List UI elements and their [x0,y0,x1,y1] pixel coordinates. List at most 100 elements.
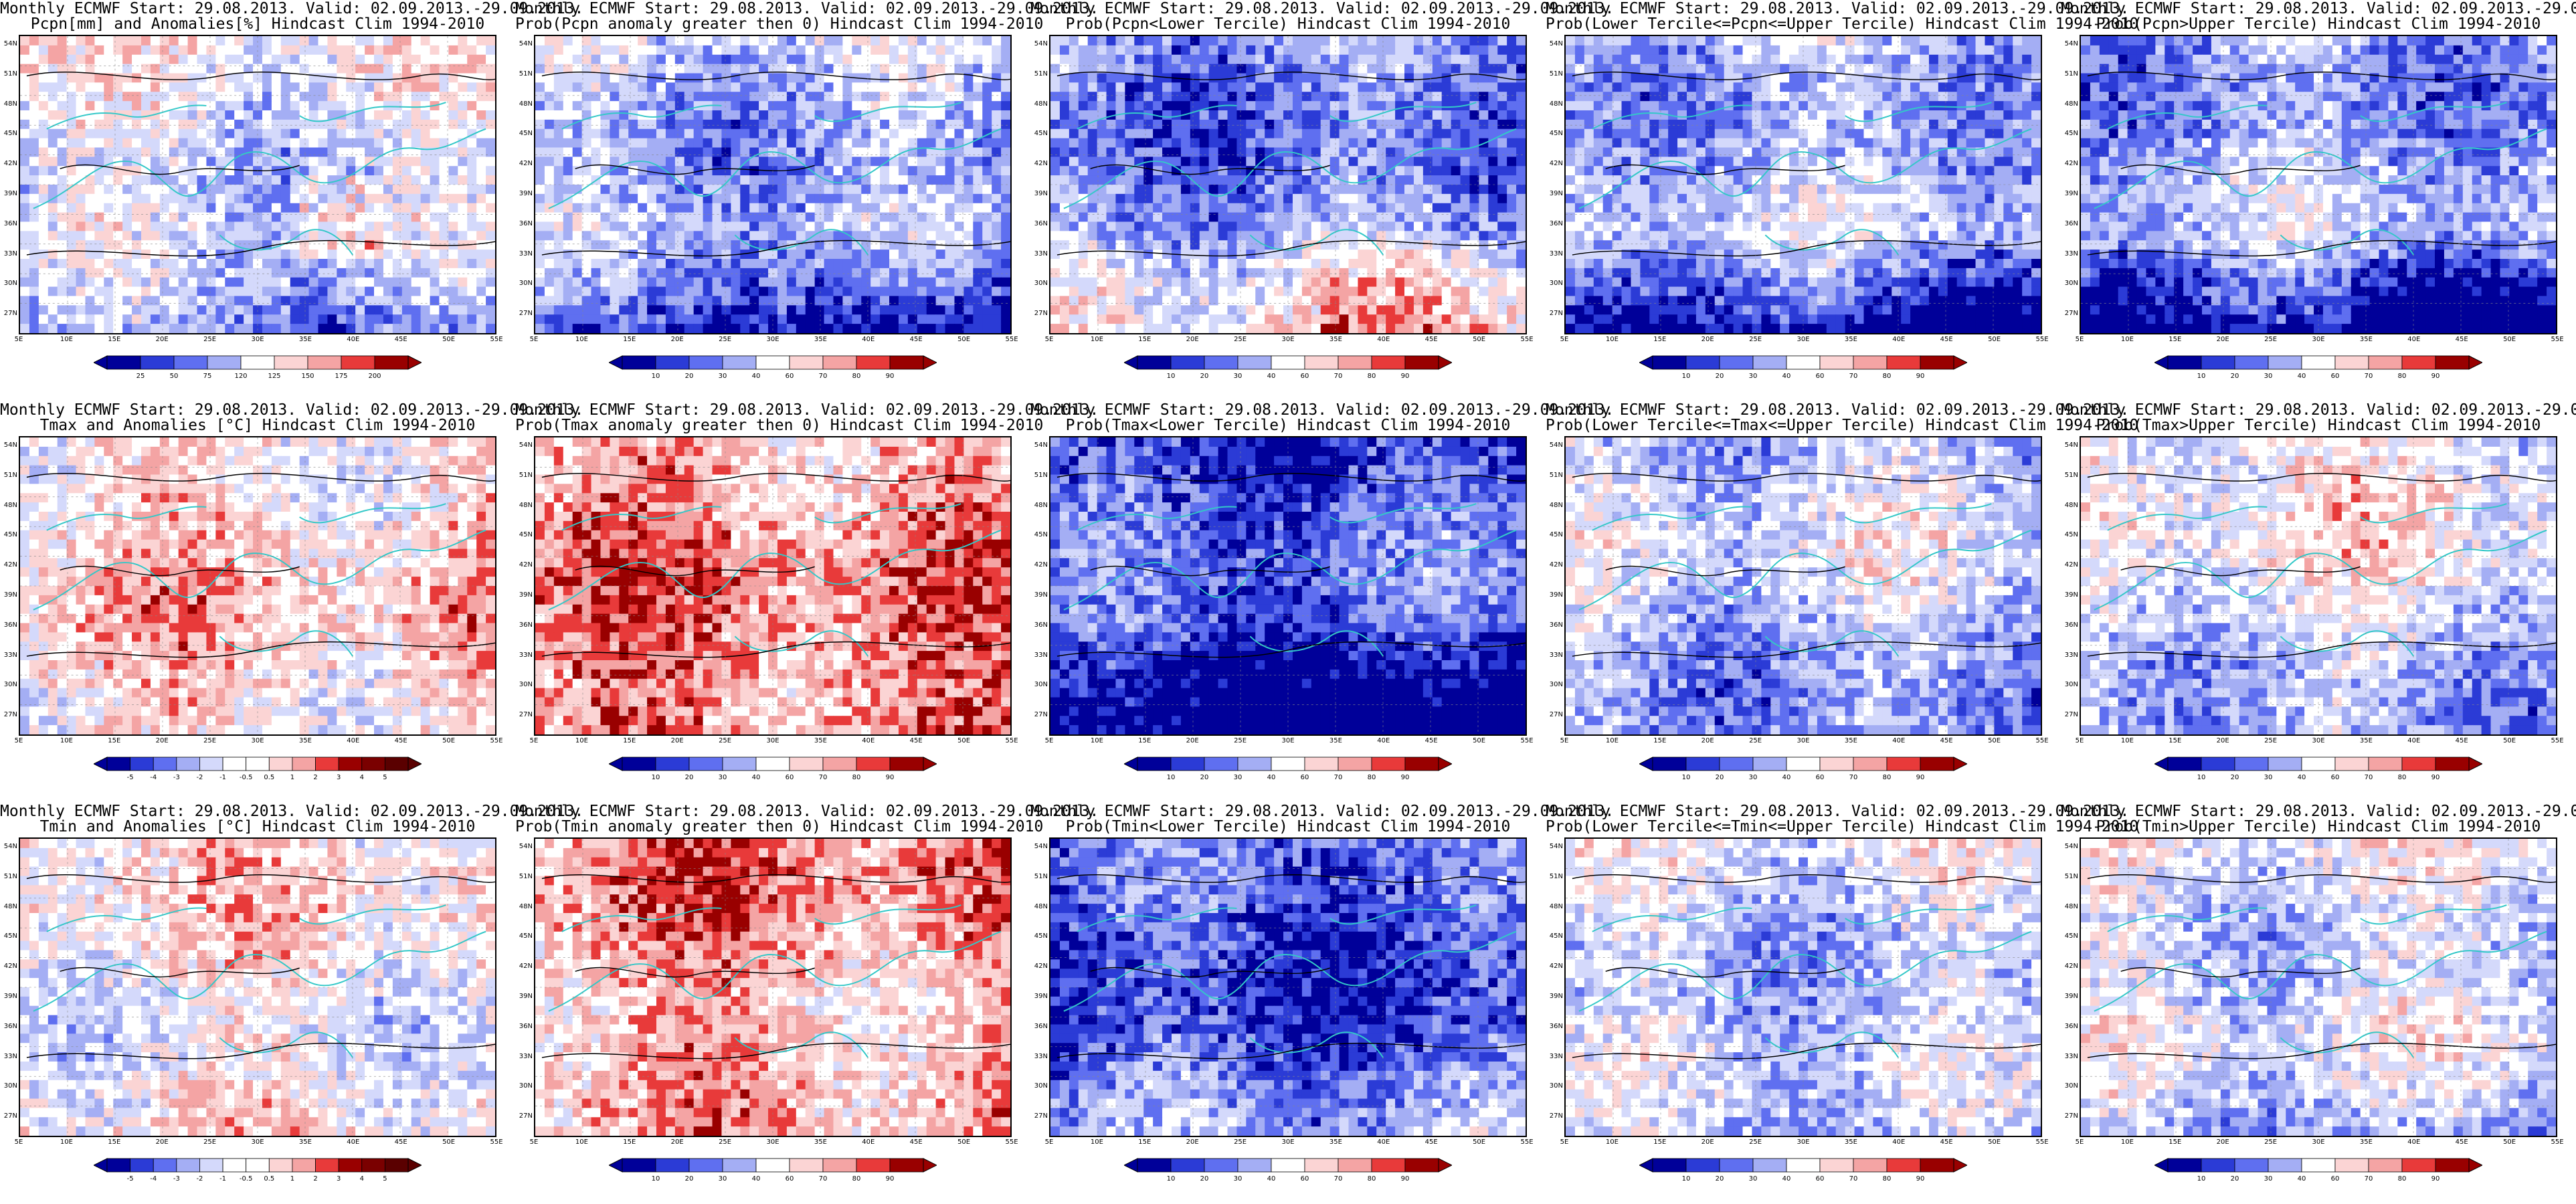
colorbar-swatch [1719,1158,1754,1173]
coastline [1063,904,1517,1058]
colorbar-label: 50 [164,373,184,380]
lon-tick-label: 35E [810,738,830,744]
lat-tick-label: 42N [517,562,533,569]
colorbar-swatch [889,757,924,771]
colorbar-label: -5 [120,775,141,781]
colorbar-label: 1 [282,775,302,781]
colorbar-arrow-right-icon [2468,355,2482,370]
lon-tick-label: 30E [763,1139,783,1146]
colorbar-swatch [1170,757,1205,771]
colorbar-label: 70 [1843,373,1863,380]
colorbar-swatch [1371,757,1406,771]
lon-tick-label: 40E [1374,738,1394,744]
colorbar-label: 2 [306,775,326,781]
lon-tick-label: 25E [715,1139,735,1146]
map-panel: Monthly ECMWF Start: 29.08.2013. Valid: … [2061,0,2576,401]
lat-tick-label: 48N [1,100,17,108]
lat-tick-label: 27N [517,310,533,317]
lon-tick-label: 55E [2032,1139,2052,1146]
lat-tick-label: 51N [1032,70,1048,78]
colorbar-arrow-left-icon [1639,355,1653,370]
lon-tick-label: 30E [2308,336,2328,343]
lon-tick-label: 55E [2547,738,2567,744]
map-field [1050,437,1526,734]
lat-tick-label: 33N [1,651,17,659]
lat-tick-label: 54N [517,41,533,47]
lat-tick-label: 48N [517,502,533,509]
lon-tick-label: 10E [2117,738,2137,744]
lon-tick-label: 25E [1230,738,1251,744]
colorbar-label: 20 [1710,1176,1730,1183]
colorbar-swatch [889,355,924,370]
lon-tick-label: 5E [1039,738,1059,744]
lat-tick-label: 48N [517,100,533,108]
colorbar-swatch [2401,355,2436,370]
lon-tick-label: 45E [391,336,411,343]
colorbar-arrow-right-icon [923,1158,937,1173]
map-field [1566,36,2041,333]
coastline [548,102,1002,256]
map-field [20,437,495,734]
panel-title-line1: Monthly ECMWF Start: 29.08.2013. Valid: … [1546,403,2129,418]
contour-lines [26,72,495,257]
colorbar-swatch [1404,757,1439,771]
contour-lines [1056,473,1526,658]
colorbar-swatch [1920,1158,1954,1173]
lat-tick-label: 39N [1,993,17,1000]
colorbar: 10 20 30 40 60 70 80 90 [2154,1157,2482,1196]
panel-title-line2: Prob(Pcpn anomaly greater then 0) Hindca… [515,17,1043,32]
colorbar-swatches [1639,355,1967,370]
colorbar-label: 10 [2191,1176,2211,1183]
lon-tick-label: 50E [1985,738,2005,744]
lon-tick-label: 55E [1002,1139,1022,1146]
lat-tick-label: 45N [2062,933,2078,940]
colorbar-swatch [222,757,247,771]
colorbar-swatch [822,757,857,771]
colorbar-swatch [1137,355,1172,370]
contour-lines [1056,72,1526,257]
colorbar: 10 20 30 40 60 70 80 90 [1639,756,1967,795]
lon-tick-label: 45E [2452,336,2472,343]
lon-tick-label: 45E [906,1139,926,1146]
colorbar-label: 40 [746,775,766,781]
lon-tick-label: 30E [1278,336,1298,343]
lon-tick-label: 25E [715,738,735,744]
colorbar-label: 80 [1362,373,1382,380]
lat-tick-label: 54N [1,442,17,449]
lat-tick-label: 51N [2062,873,2078,880]
colorbar-swatch [1786,757,1821,771]
lon-tick-label: 55E [1002,738,1022,744]
lon-tick-label: 30E [1278,1139,1298,1146]
lat-tick-label: 42N [2062,963,2078,970]
lon-tick-label: 5E [524,336,544,343]
colorbar-swatch [1752,355,1787,370]
colorbar-label: 5 [375,775,395,781]
lat-tick-label: 45N [517,532,533,538]
panel-title-line1: Monthly ECMWF Start: 29.08.2013. Valid: … [515,804,1099,819]
colorbar-swatch [1271,757,1305,771]
lat-tick-label: 30N [517,682,533,688]
lat-tick-label: 45N [517,130,533,137]
lon-tick-label: 55E [2547,1139,2567,1146]
lat-tick-label: 42N [2062,562,2078,569]
colorbar-swatch [106,757,131,771]
colorbar-label: -0.5 [236,1176,256,1183]
lon-tick-label: 15E [620,336,640,343]
lon-tick-label: 20E [667,336,687,343]
colorbar-swatch [384,757,409,771]
colorbar: 10 20 30 40 60 70 80 90 [1639,1157,1967,1196]
colorbar-swatch [1819,757,1854,771]
lat-tick-label: 45N [1547,130,1563,137]
lon-tick-label: 10E [1602,738,1622,744]
panel-title-line1: Monthly ECMWF Start: 29.08.2013. Valid: … [515,1,1099,17]
map-field [2081,36,2556,333]
colorbar-label: 30 [1743,373,1763,380]
lat-tick-label: 48N [1032,903,1048,910]
lon-tick-label: 25E [2261,738,2281,744]
lat-tick-label: 45N [1032,532,1048,538]
lon-tick-label: 40E [2404,336,2424,343]
lat-tick-label: 51N [1547,472,1563,479]
panel-title-line2: Pcpn[mm] and Anomalies[%] Hindcast Clim … [0,17,515,32]
lon-tick-label: 5E [2069,336,2090,343]
